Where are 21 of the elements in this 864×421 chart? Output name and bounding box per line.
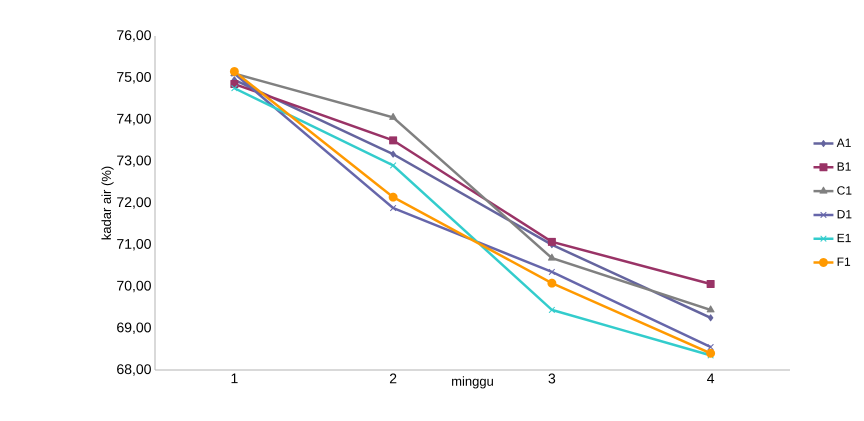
y-tick-label: 75,00 [117,72,151,84]
x-tick-label: 1 [232,374,238,384]
y-tick-label: 73,00 [117,155,151,168]
legend-label: F1 [838,258,850,266]
y-tick-label: 76,00 [117,30,151,42]
legend-label: C1 [837,186,852,195]
legend-label: A1 [836,138,851,147]
y-tick-label: 70,00 [117,280,151,292]
legend-label: B1 [838,162,851,171]
x-axis-title: minggu [452,376,493,388]
y-tick-label: 74,00 [117,114,151,126]
y-axis-title: kadar air (%) [101,166,114,240]
legend-label: E1 [838,234,851,242]
y-tick-label: 72,00 [117,197,151,209]
y-tick-label: 68,00 [117,364,151,376]
x-tick-label: 3 [548,374,556,384]
legend-label: D1 [838,210,852,218]
y-tick-label: 69,00 [117,322,151,334]
y-tick-label: 71,00 [117,238,151,251]
x-tick-label: 2 [390,374,396,384]
x-tick-label: 4 [707,374,714,384]
